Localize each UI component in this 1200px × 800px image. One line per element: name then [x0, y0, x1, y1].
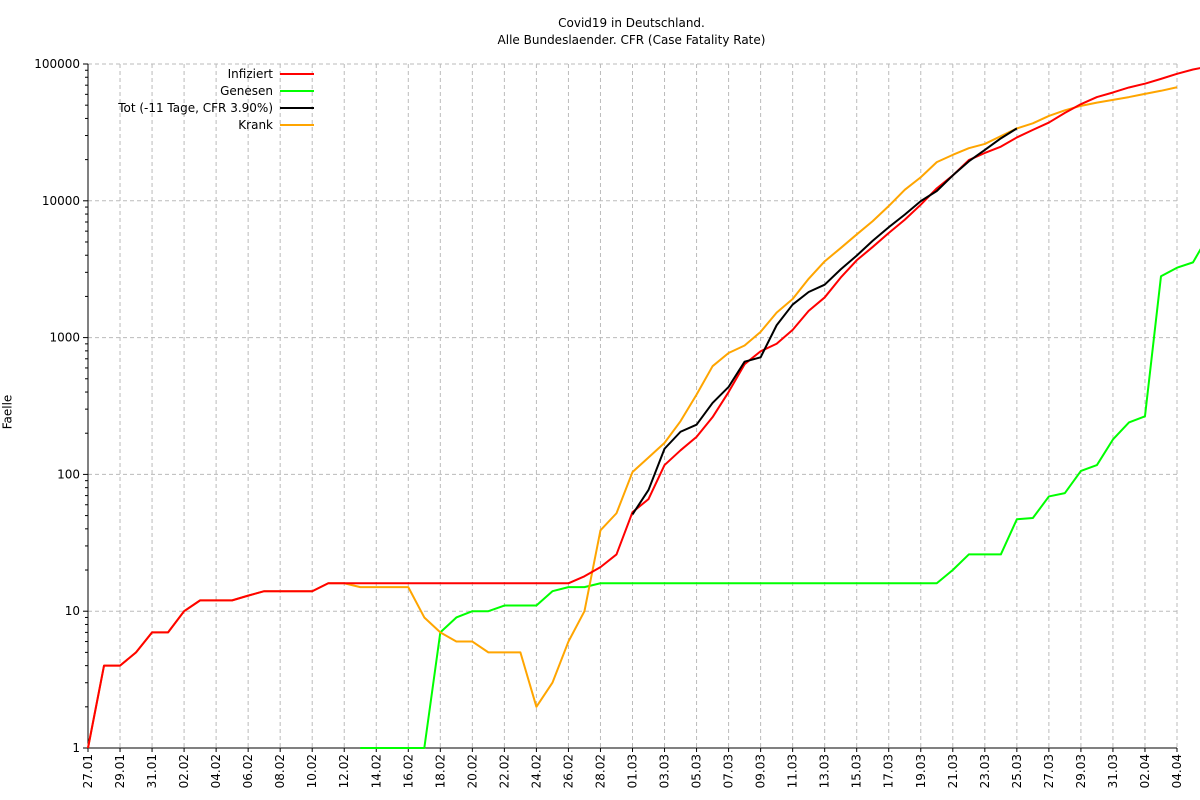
y-tick-label: 100 — [57, 467, 80, 481]
y-tick-label: 1000 — [49, 331, 80, 345]
series-line-tot — [631, 127, 1018, 515]
x-tick-label: 05.03 — [690, 754, 704, 788]
legend-label: Krank — [238, 118, 273, 132]
x-tick-label: 15.03 — [850, 754, 864, 788]
x-tick-label: 29.01 — [113, 754, 127, 788]
x-tick-label: 24.02 — [529, 754, 543, 788]
x-tick-label: 13.03 — [818, 754, 832, 788]
x-tick-label: 10.02 — [305, 754, 319, 788]
x-tick-label: 02.04 — [1138, 754, 1152, 788]
x-tick-label: 27.03 — [1042, 754, 1056, 788]
x-tick-label: 31.01 — [145, 754, 159, 788]
series-line-genesen — [360, 248, 1200, 749]
x-tick-label: 18.02 — [433, 754, 447, 788]
x-tick-label: 22.02 — [497, 754, 511, 788]
x-tick-label: 17.03 — [882, 754, 896, 788]
x-tick-label: 12.02 — [337, 754, 351, 788]
x-tick-label: 29.03 — [1074, 754, 1088, 788]
series-line-infiziert — [87, 67, 1200, 749]
x-tick-label: 27.01 — [81, 754, 95, 788]
y-tick-label: 10000 — [42, 194, 80, 208]
x-tick-label: 07.03 — [722, 754, 736, 788]
x-tick-label: 31.03 — [1106, 754, 1120, 788]
chart-title: Covid19 in Deutschland. — [558, 16, 705, 30]
legend-label: Infiziert — [228, 67, 274, 81]
x-tick-label: 03.03 — [658, 754, 672, 788]
x-tick-label: 21.03 — [946, 754, 960, 788]
x-tick-label: 25.03 — [1010, 754, 1024, 788]
y-tick-label: 10 — [65, 604, 80, 618]
x-tick-label: 02.02 — [177, 754, 191, 788]
x-tick-label: 19.03 — [914, 754, 928, 788]
legend-label: Tot (-11 Tage, CFR 3.90%) — [117, 101, 273, 115]
x-tick-label: 04.02 — [209, 754, 223, 788]
x-tick-label: 28.02 — [593, 754, 607, 788]
x-tick-label: 20.02 — [465, 754, 479, 788]
x-tick-label: 04.04 — [1170, 754, 1184, 788]
legend-label: Genesen — [220, 84, 273, 98]
x-tick-label: 11.03 — [786, 754, 800, 788]
x-tick-label: 09.03 — [754, 754, 768, 788]
x-tick-label: 14.02 — [369, 754, 383, 788]
y-tick-label: 100000 — [34, 57, 80, 71]
x-tick-label: 16.02 — [401, 754, 415, 788]
x-tick-label: 06.02 — [241, 754, 255, 788]
x-tick-label: 08.02 — [273, 754, 287, 788]
x-tick-label: 23.03 — [978, 754, 992, 788]
chart-subtitle: Alle Bundeslaender. CFR (Case Fatality R… — [497, 33, 766, 47]
x-tick-label: 26.02 — [561, 754, 575, 788]
y-tick-label: 1 — [72, 741, 80, 755]
x-tick-label: 01.03 — [626, 754, 640, 788]
